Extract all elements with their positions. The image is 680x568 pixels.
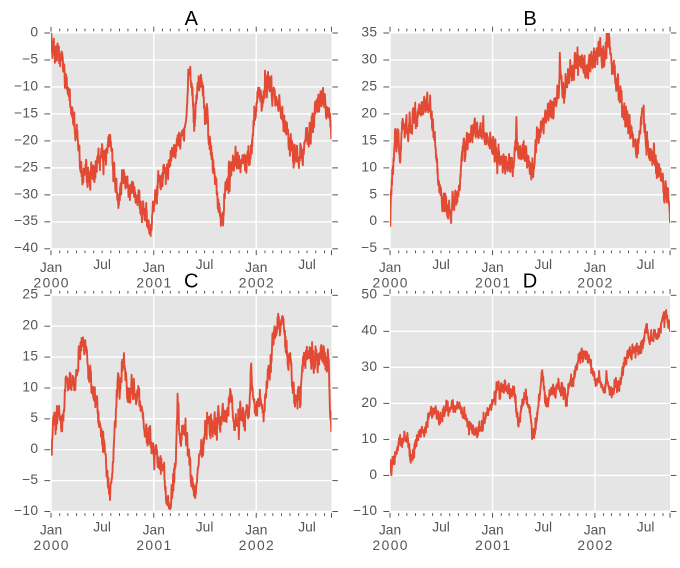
svg-text:2000: 2000 xyxy=(373,276,409,291)
svg-text:Jan: Jan xyxy=(481,260,503,275)
svg-text:Jan: Jan xyxy=(481,523,503,538)
svg-text:Jul: Jul xyxy=(637,520,655,535)
svg-text:Jan: Jan xyxy=(584,260,606,275)
svg-text:Jul: Jul xyxy=(534,257,552,272)
svg-text:−25: −25 xyxy=(14,159,39,174)
svg-text:Jan: Jan xyxy=(245,523,267,538)
svg-text:2001: 2001 xyxy=(475,538,511,553)
svg-text:2000: 2000 xyxy=(373,538,409,553)
svg-text:Jan: Jan xyxy=(40,260,62,275)
svg-text:5: 5 xyxy=(30,410,38,425)
svg-text:20: 20 xyxy=(22,318,38,333)
svg-text:B: B xyxy=(523,8,536,30)
svg-text:−20: −20 xyxy=(14,132,39,147)
svg-text:2000: 2000 xyxy=(34,538,70,553)
svg-text:D: D xyxy=(523,270,537,292)
svg-text:−10: −10 xyxy=(353,503,378,518)
svg-text:Jan: Jan xyxy=(584,523,606,538)
svg-text:30: 30 xyxy=(361,51,377,66)
svg-text:Jul: Jul xyxy=(298,257,316,272)
svg-text:2000: 2000 xyxy=(34,276,70,291)
svg-text:2002: 2002 xyxy=(239,538,275,553)
svg-text:Jan: Jan xyxy=(379,523,401,538)
svg-text:25: 25 xyxy=(361,78,377,93)
svg-text:30: 30 xyxy=(361,359,377,374)
svg-text:Jan: Jan xyxy=(245,260,267,275)
svg-text:Jul: Jul xyxy=(637,257,655,272)
svg-text:2002: 2002 xyxy=(239,276,275,291)
svg-text:0: 0 xyxy=(369,467,377,482)
svg-text:−40: −40 xyxy=(14,240,39,255)
svg-text:−30: −30 xyxy=(14,186,39,201)
svg-text:−15: −15 xyxy=(14,105,39,120)
svg-text:−5: −5 xyxy=(22,51,39,66)
svg-text:2001: 2001 xyxy=(136,538,172,553)
svg-text:Jul: Jul xyxy=(298,520,316,535)
svg-text:0: 0 xyxy=(369,213,377,228)
svg-text:50: 50 xyxy=(361,287,377,302)
svg-text:−5: −5 xyxy=(22,472,39,487)
svg-text:Jul: Jul xyxy=(432,257,450,272)
svg-text:40: 40 xyxy=(361,323,377,338)
svg-text:−10: −10 xyxy=(14,78,39,93)
svg-text:15: 15 xyxy=(361,132,377,147)
svg-text:A: A xyxy=(185,8,199,30)
svg-text:35: 35 xyxy=(361,24,377,39)
svg-text:Jul: Jul xyxy=(93,257,111,272)
svg-text:0: 0 xyxy=(30,441,38,456)
svg-text:Jul: Jul xyxy=(196,520,214,535)
svg-text:Jul: Jul xyxy=(432,520,450,535)
svg-text:−5: −5 xyxy=(361,240,378,255)
svg-text:C: C xyxy=(184,270,198,292)
svg-text:2001: 2001 xyxy=(475,276,511,291)
svg-text:−35: −35 xyxy=(14,213,39,228)
svg-text:5: 5 xyxy=(369,186,377,201)
svg-text:Jan: Jan xyxy=(379,260,401,275)
svg-text:−10: −10 xyxy=(14,503,39,518)
svg-text:10: 10 xyxy=(22,379,38,394)
svg-text:2001: 2001 xyxy=(136,276,172,291)
svg-text:2002: 2002 xyxy=(577,538,613,553)
svg-text:15: 15 xyxy=(22,348,38,363)
svg-text:10: 10 xyxy=(361,159,377,174)
svg-text:Jul: Jul xyxy=(196,257,214,272)
svg-text:10: 10 xyxy=(361,431,377,446)
svg-text:2002: 2002 xyxy=(577,276,613,291)
svg-text:20: 20 xyxy=(361,105,377,120)
svg-text:Jul: Jul xyxy=(534,520,552,535)
svg-text:0: 0 xyxy=(30,24,38,39)
svg-text:25: 25 xyxy=(22,287,38,302)
svg-text:Jul: Jul xyxy=(93,520,111,535)
svg-text:20: 20 xyxy=(361,395,377,410)
svg-text:Jan: Jan xyxy=(143,523,165,538)
svg-text:Jan: Jan xyxy=(40,523,62,538)
svg-text:Jan: Jan xyxy=(143,260,165,275)
